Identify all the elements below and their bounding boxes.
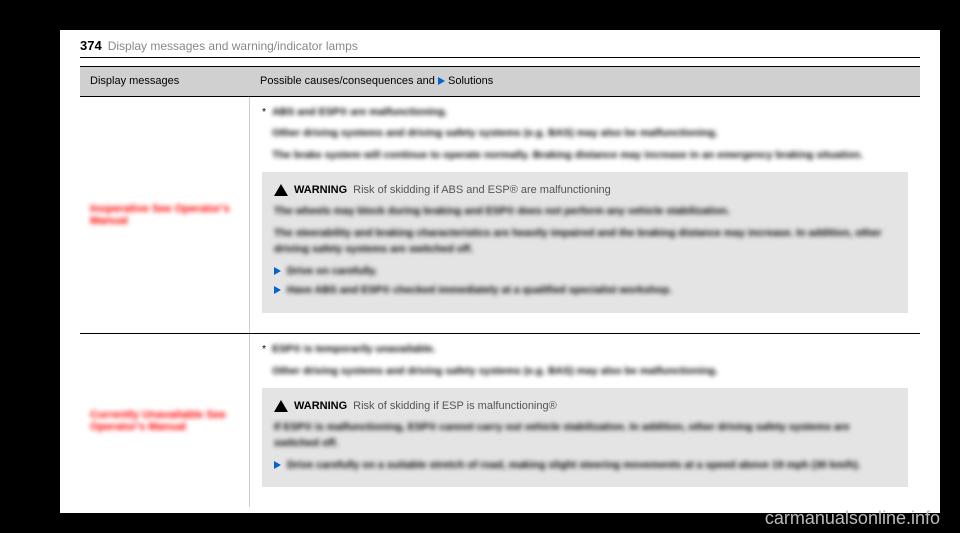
arrow-icon — [274, 286, 281, 294]
cause-line: Other driving systems and driving safety… — [272, 364, 718, 380]
asterisk-icon: * — [262, 342, 266, 380]
warning-label: WARNING — [294, 182, 347, 199]
table-row: Inoperative See Operator's Manual * ABS … — [80, 96, 920, 334]
warning-triangle-icon — [274, 400, 288, 412]
asterisk-icon: * — [262, 105, 266, 164]
header-text-a: Possible causes/consequences and — [260, 75, 435, 87]
watermark-text: carmanualsonline.info — [765, 508, 940, 529]
page-header: 374 Display messages and warning/indicat… — [80, 30, 920, 58]
col-header-solutions: Possible causes/consequences and Solutio… — [250, 67, 920, 96]
cause-line: The brake system will continue to operat… — [272, 148, 863, 164]
col-header-messages: Display messages — [80, 67, 250, 96]
cause-line: Other driving systems and driving safety… — [272, 126, 863, 142]
cause-line: ESP® is temporarily unavailable. — [272, 342, 718, 358]
message-cell: Currently Unavailable See Operator's Man… — [80, 334, 250, 507]
warning-header: WARNING Risk of skidding if ABS and ESP®… — [274, 182, 896, 199]
warning-line: If ESP® is malfunctioning, ESP® cannot c… — [274, 420, 896, 452]
action-line: Drive on carefully. — [287, 264, 377, 280]
cause-line: ABS and ESP® are malfunctioning. — [272, 105, 863, 121]
warning-box: WARNING Risk of skidding if ESP is malfu… — [262, 388, 908, 488]
warning-label: WARNING — [294, 398, 347, 415]
warning-line: The wheels may block during braking and … — [274, 204, 896, 220]
arrow-icon — [274, 461, 281, 469]
action-line: Have ABS and ESP® checked immediately at… — [287, 283, 672, 299]
arrow-icon — [438, 77, 445, 85]
table-row: Currently Unavailable See Operator's Man… — [80, 333, 920, 507]
warning-title-text: Risk of skidding if ABS and ESP® are mal… — [353, 182, 611, 199]
table-header-row: Display messages Possible causes/consequ… — [80, 67, 920, 96]
header-text-b: Solutions — [448, 75, 493, 87]
display-message-text: Currently Unavailable See Operator's Man… — [90, 409, 239, 433]
section-title: Display messages and warning/indicator l… — [108, 39, 358, 53]
solution-cell: * ESP® is temporarily unavailable. Other… — [250, 334, 920, 507]
page-number: 374 — [80, 38, 102, 53]
warning-line: The steerability and braking characteris… — [274, 226, 896, 258]
message-table: Display messages Possible causes/consequ… — [80, 66, 920, 507]
warning-triangle-icon — [274, 184, 288, 196]
solution-cell: * ABS and ESP® are malfunctioning. Other… — [250, 97, 920, 334]
arrow-icon — [274, 267, 281, 275]
warning-header: WARNING Risk of skidding if ESP is malfu… — [274, 398, 896, 415]
manual-page: 374 Display messages and warning/indicat… — [60, 30, 940, 513]
message-cell: Inoperative See Operator's Manual — [80, 97, 250, 334]
action-line: Drive carefully on a suitable stretch of… — [287, 458, 861, 474]
warning-box: WARNING Risk of skidding if ABS and ESP®… — [262, 172, 908, 313]
warning-title-text: Risk of skidding if ESP is malfunctionin… — [353, 398, 557, 415]
display-message-text: Inoperative See Operator's Manual — [90, 203, 239, 227]
